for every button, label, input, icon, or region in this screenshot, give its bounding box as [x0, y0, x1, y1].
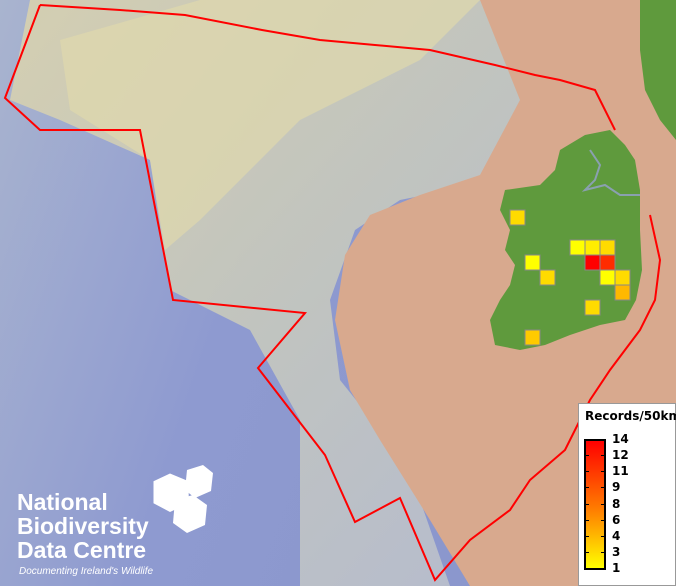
legend-tick [585, 487, 589, 489]
record-square[interactable] [614, 269, 631, 286]
shallow-shelf [60, 0, 480, 250]
legend-tick [585, 519, 589, 521]
legend-tick [601, 487, 605, 489]
seahorse-hexagon-icon [173, 495, 207, 533]
record-square[interactable] [524, 329, 541, 346]
record-square[interactable] [599, 269, 616, 286]
svg-text:Biodiversity: Biodiversity [17, 513, 149, 539]
record-square[interactable] [599, 239, 616, 256]
record-square[interactable] [524, 254, 541, 271]
legend-tick [585, 535, 589, 537]
legend-label: 8 [612, 496, 621, 511]
legend-tick [585, 455, 589, 457]
legend: Records/50km 14 12 11 9 8 6 4 3 1 [578, 403, 676, 586]
svg-text:National: National [17, 489, 108, 515]
record-square[interactable] [614, 284, 631, 301]
svg-text:Documenting Ireland's Wildlife: Documenting Ireland's Wildlife [19, 566, 154, 577]
record-square[interactable] [509, 209, 526, 226]
record-square[interactable] [584, 254, 601, 271]
butterfly-hexagon-icon [185, 465, 213, 498]
legend-label: 12 [612, 448, 629, 463]
record-square[interactable] [569, 239, 586, 256]
legend-title: Records/50km [585, 409, 676, 423]
legend-label: 6 [612, 512, 621, 527]
boundary-line-south [3, 4, 662, 582]
legend-tick [585, 503, 589, 505]
legend-tick [601, 455, 605, 457]
legend-label: 4 [612, 528, 621, 543]
legend-tick [601, 551, 605, 553]
northern-ireland-border [581, 149, 640, 196]
record-square[interactable] [584, 239, 601, 256]
legend-tick [585, 551, 589, 553]
legend-label: 11 [612, 464, 629, 479]
legend-tick [601, 471, 605, 473]
nbdc-logo: National Biodiversity Data Centre Docume… [17, 465, 213, 577]
legend-tick [585, 471, 589, 473]
color-scale-bar [584, 439, 606, 570]
legend-tick [601, 535, 605, 537]
great-britain [640, 0, 676, 140]
record-squares [509, 209, 631, 346]
legend-label: 9 [612, 480, 621, 495]
record-square[interactable] [539, 269, 556, 286]
legend-label: 3 [612, 544, 621, 559]
boundary-line-west [39, 4, 616, 131]
record-square[interactable] [599, 254, 616, 271]
svg-text:Data Centre: Data Centre [17, 537, 146, 563]
record-square[interactable] [584, 299, 601, 316]
legend-tick [601, 503, 605, 505]
legend-tick [601, 519, 605, 521]
legend-label: 14 [612, 432, 629, 446]
legend-label: 1 [612, 561, 621, 575]
